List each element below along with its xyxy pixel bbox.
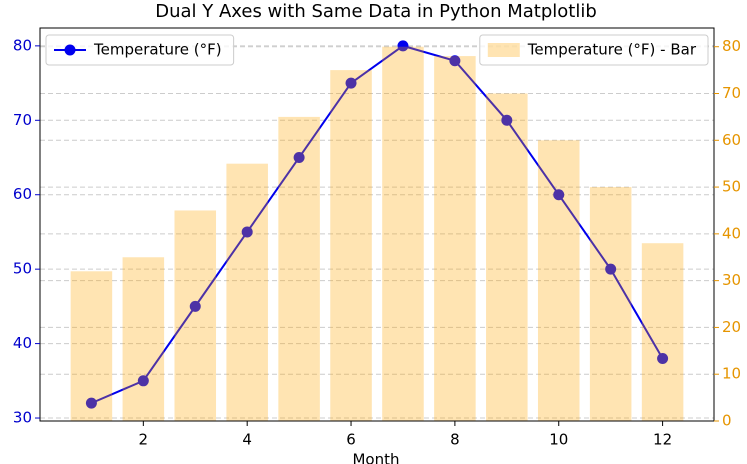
legend-box <box>479 34 709 66</box>
y2-tick-label: 70 <box>722 84 741 102</box>
chart-title: Dual Y Axes with Same Data in Python Mat… <box>155 1 597 22</box>
bar <box>537 140 580 422</box>
plot-frame <box>39 27 715 422</box>
y-tick-label: 70 <box>13 111 32 129</box>
bar <box>589 187 632 421</box>
legend-label: Temperature (°F) <box>93 41 222 59</box>
y2-tick-label: 20 <box>722 318 741 336</box>
y2-tick-label: 0 <box>722 412 732 430</box>
bar <box>641 243 684 421</box>
legend-swatch <box>64 44 76 56</box>
point <box>85 397 97 409</box>
point <box>189 300 201 312</box>
bar <box>70 271 113 421</box>
point <box>137 375 149 387</box>
bar <box>174 210 217 421</box>
legend-box <box>45 34 235 66</box>
bar <box>278 116 320 422</box>
legend-label: Temperature (°F) - Bar <box>527 41 697 59</box>
y2-tick-label: 80 <box>722 37 741 55</box>
point <box>553 189 565 201</box>
point <box>293 152 305 164</box>
y-tick-label: 50 <box>13 260 32 278</box>
y-tick-label: 60 <box>13 185 32 203</box>
x-axis-label: Month <box>352 451 399 464</box>
y-tick-label: 30 <box>13 409 32 427</box>
point <box>345 77 357 89</box>
point <box>657 352 669 364</box>
point <box>501 114 513 126</box>
bar <box>486 93 528 421</box>
x-tick-label: 10 <box>549 431 568 449</box>
x-tick-label: 6 <box>346 431 356 449</box>
bar <box>226 163 268 421</box>
line <box>91 44 664 405</box>
bar <box>434 56 476 421</box>
point <box>397 40 409 52</box>
bar <box>122 257 165 421</box>
x-tick-label: 2 <box>139 431 149 449</box>
point <box>241 226 253 238</box>
x-tick-label: 4 <box>242 431 252 449</box>
y2-tick-label: 60 <box>722 131 741 149</box>
point <box>605 263 617 275</box>
y2-tick-label: 30 <box>722 271 741 289</box>
x-tick-label: 8 <box>450 431 460 449</box>
point <box>449 55 461 67</box>
x-tick-label: 12 <box>653 431 672 449</box>
y2-tick-label: 10 <box>722 365 741 383</box>
bar <box>382 46 424 421</box>
y-tick-label: 80 <box>13 36 32 54</box>
bar <box>330 70 372 421</box>
legend-swatch <box>487 43 520 57</box>
y2-tick-label: 50 <box>722 178 741 196</box>
y-tick-label: 40 <box>13 334 32 352</box>
y2-tick-label: 40 <box>722 224 741 242</box>
